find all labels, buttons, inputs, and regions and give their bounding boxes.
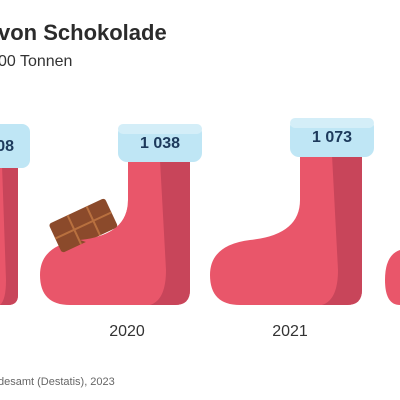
stocking xyxy=(385,250,400,305)
stocking xyxy=(0,124,30,305)
stocking xyxy=(40,124,202,305)
value-label: 1 038 xyxy=(140,135,180,152)
value-label: 08 xyxy=(0,138,14,155)
chocolate xyxy=(49,198,118,253)
source: desamt (Destatis), 2023 xyxy=(0,376,115,388)
year-label: 2021 xyxy=(272,323,308,340)
stocking xyxy=(210,118,374,305)
title: von Schokolade xyxy=(0,20,167,45)
year-label: 2020 xyxy=(109,323,145,340)
subtitle: 00 Tonnen xyxy=(0,53,72,70)
value-label: 1 073 xyxy=(312,129,352,146)
